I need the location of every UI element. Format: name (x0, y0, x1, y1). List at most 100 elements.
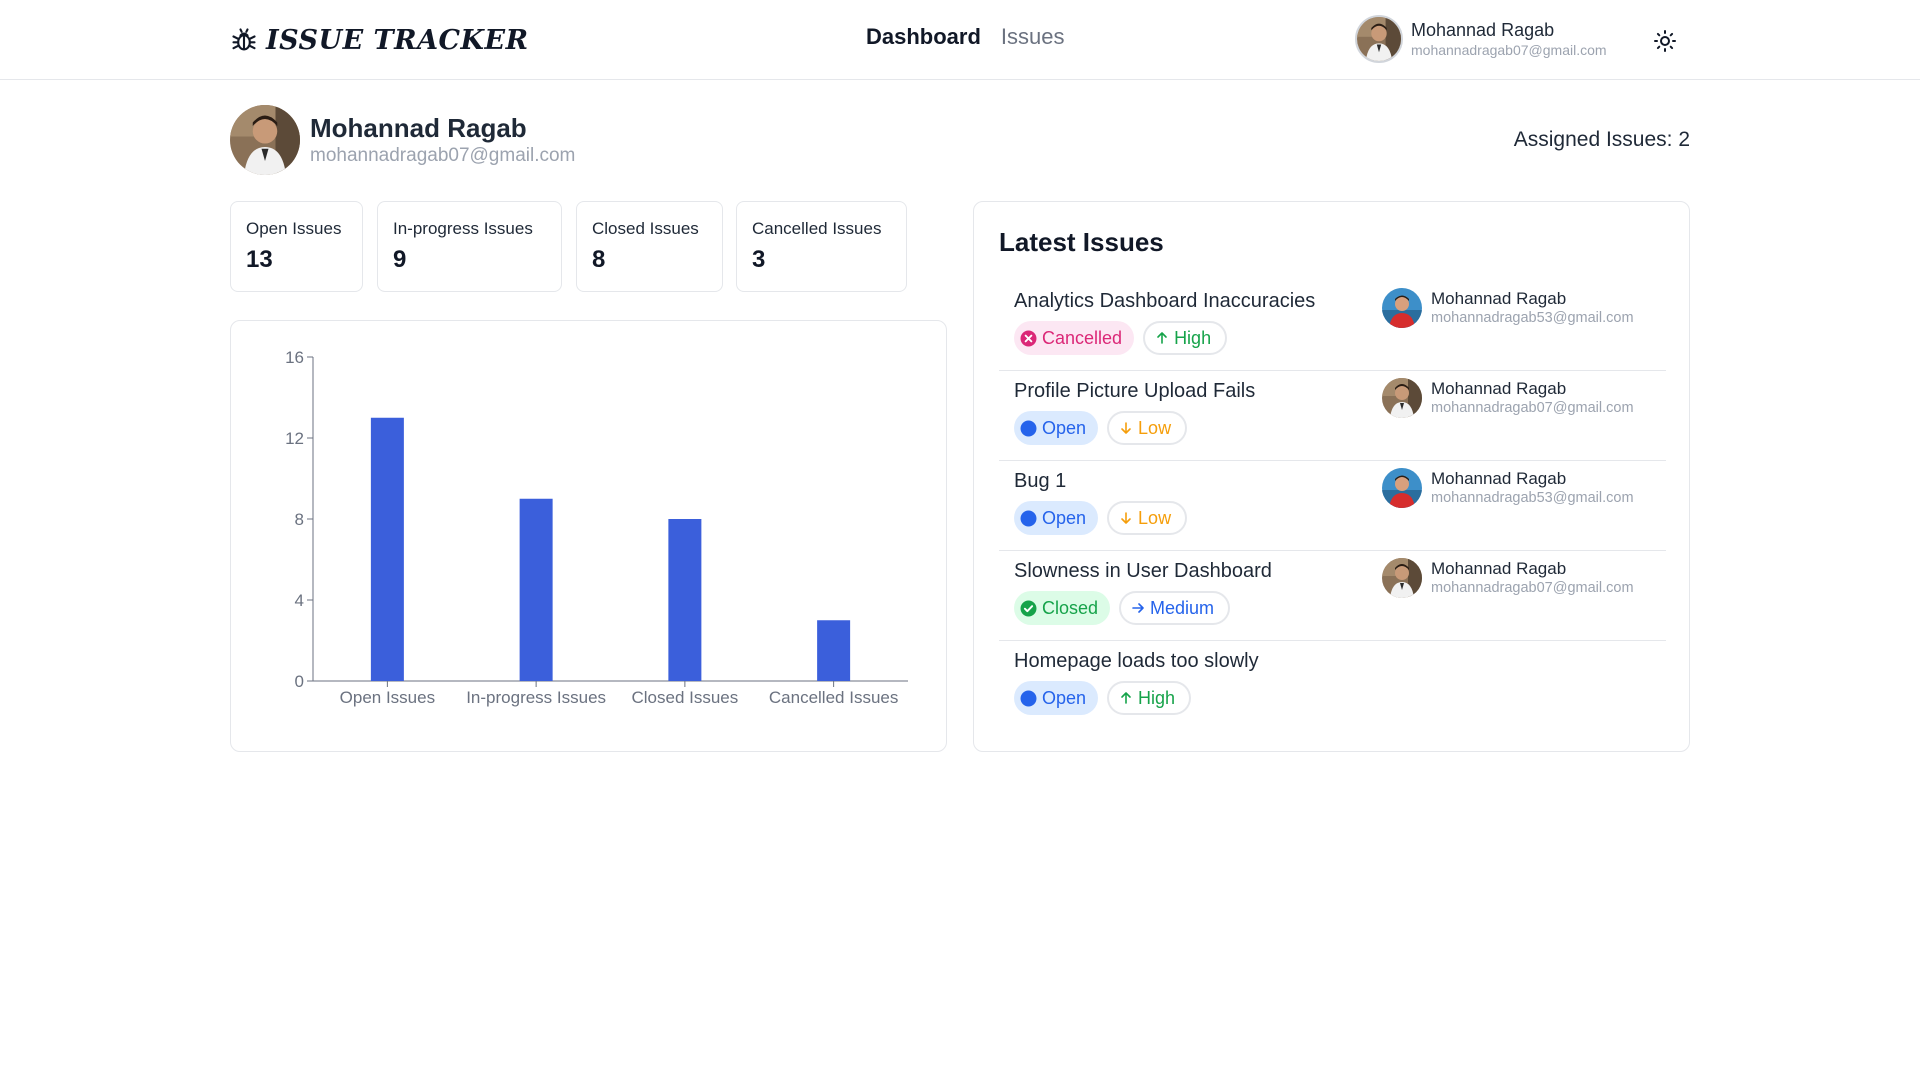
priority-badge: Low (1107, 501, 1188, 535)
issue-assignee: Mohannad Ragab mohannadragab53@gmail.com (1382, 288, 1634, 328)
stat-card-open[interactable]: Open Issues 13 (230, 201, 363, 292)
status-badge-label: Open (1042, 507, 1087, 528)
bar[interactable] (519, 498, 553, 681)
assignee-email: mohannadragab07@gmail.com (1431, 400, 1634, 416)
assignee-avatar (1382, 378, 1422, 418)
status-badge-label: Closed (1042, 597, 1099, 618)
assignee-email: mohannadragab53@gmail.com (1431, 490, 1634, 506)
y-tick-label: 16 (285, 348, 304, 367)
status-badge: Cancelled (1014, 321, 1135, 355)
priority-badge-label: Medium (1150, 597, 1215, 618)
priority-badge: High (1107, 681, 1192, 715)
y-tick-label: 4 (295, 591, 304, 610)
issue-badges: Open Low (1014, 411, 1188, 445)
issue-row: Analytics Dashboard Inaccuracies Cancelle… (999, 281, 1666, 371)
profile-name: Mohannad Ragab (310, 113, 527, 143)
arrow-down-icon (1121, 512, 1131, 524)
bar[interactable] (668, 519, 702, 681)
profile-avatar (230, 105, 300, 175)
x-tick-label: In-progress Issues (466, 688, 606, 707)
main-nav: Dashboard Issues (866, 24, 1065, 50)
priority-badge-label: High (1174, 327, 1212, 348)
sun-icon (1654, 30, 1676, 52)
bug-icon (232, 28, 256, 51)
status-badge: Open (1014, 681, 1099, 715)
assignee-avatar (1382, 468, 1422, 508)
check-circle-icon (1020, 600, 1037, 616)
issue-title-link[interactable]: Analytics Dashboard Inaccuracies (1014, 290, 1316, 312)
assignee-name: Mohannad Ragab (1431, 559, 1567, 578)
issue-badges: Cancelled High (1014, 321, 1228, 355)
arrow-up-icon (1157, 332, 1167, 344)
status-badge-label: Cancelled (1042, 327, 1123, 348)
profile-summary: Mohannad Ragab mohannadragab07@gmail.com (230, 105, 575, 175)
priority-badge: Medium (1119, 591, 1231, 625)
dot-icon (1020, 510, 1037, 526)
user-menu-name: Mohannad Ragab (1411, 20, 1555, 40)
y-tick-label: 8 (295, 510, 304, 529)
stat-value: 13 (246, 246, 273, 273)
stat-card-cancelled[interactable]: Cancelled Issues 3 (736, 201, 907, 292)
latest-issues-panel: Latest Issues Analytics Dashboard Inaccu… (973, 201, 1690, 752)
nav-dashboard[interactable]: Dashboard (866, 24, 981, 49)
arrow-right-icon (1132, 603, 1144, 613)
stat-value: 3 (752, 246, 766, 273)
logo[interactable]: ISSUE TRACKER (230, 20, 529, 60)
status-badge: Closed (1014, 591, 1111, 625)
nav-issues[interactable]: Issues (1000, 24, 1065, 49)
status-badge-label: Open (1042, 687, 1087, 708)
latest-issues-title: Latest Issues (999, 227, 1164, 257)
assignee-name: Mohannad Ragab (1431, 379, 1567, 398)
issue-assignee: Mohannad Ragab mohannadragab53@gmail.com (1382, 468, 1634, 508)
logo-text: ISSUE TRACKER (266, 24, 529, 56)
assignee-avatar (1382, 558, 1422, 598)
priority-badge-label: Low (1138, 507, 1172, 528)
bar[interactable] (370, 417, 404, 681)
theme-toggle-button[interactable] (1652, 28, 1678, 54)
stat-value: 8 (592, 246, 606, 273)
priority-badge-label: Low (1138, 417, 1172, 438)
assignee-avatar (1382, 288, 1422, 328)
priority-badge-label: High (1138, 687, 1176, 708)
issues-bar-chart: 0 4 8 12 16 Open Issues In-progress Issues Clos… (230, 320, 947, 752)
top-navbar: ISSUE TRACKER Dashboard Issues Mohannad … (0, 0, 1920, 80)
assignee-email: mohannadragab53@gmail.com (1431, 310, 1634, 326)
x-tick-label: Cancelled Issues (769, 688, 898, 707)
issue-row: Bug 1 Open Low Mohannad Ragab mohannadragab5… (999, 461, 1666, 551)
stat-label: Cancelled Issues (752, 219, 882, 238)
arrow-down-icon (1121, 422, 1131, 434)
priority-badge: Low (1107, 411, 1188, 445)
user-menu-email: mohannadragab07@gmail.com (1411, 42, 1607, 58)
issue-badges: Open High (1014, 681, 1192, 715)
stat-label: Open Issues (246, 219, 342, 238)
y-tick-label: 0 (295, 672, 304, 691)
issue-title-link[interactable]: Homepage loads too slowly (1014, 650, 1259, 672)
status-badge: Open (1014, 501, 1099, 535)
issue-title-link[interactable]: Profile Picture Upload Fails (1014, 380, 1256, 402)
issue-row: Profile Picture Upload Fails Open Low Mohan… (999, 371, 1666, 461)
y-tick-label: 12 (285, 429, 304, 448)
dot-icon (1020, 690, 1037, 706)
profile-email: mohannadragab07@gmail.com (310, 145, 576, 166)
x-tick-label: Closed Issues (631, 688, 738, 707)
assigned-issues-count: Assigned Issues: 2 (1513, 128, 1690, 151)
issue-title-link[interactable]: Bug 1 (1014, 470, 1067, 492)
issue-row: Slowness in User Dashboard Closed Medium Mo… (999, 551, 1666, 641)
status-badge-label: Open (1042, 417, 1087, 438)
user-menu[interactable]: Mohannad Ragab mohannadragab07@gmail.com (1355, 15, 1607, 63)
user-avatar (1355, 15, 1403, 63)
priority-badge: High (1143, 321, 1228, 355)
bar[interactable] (817, 620, 851, 681)
stat-card-in-progress[interactable]: In-progress Issues 9 (377, 201, 562, 292)
assignee-email: mohannadragab07@gmail.com (1431, 580, 1634, 596)
issue-assignee: Mohannad Ragab mohannadragab07@gmail.com (1382, 558, 1634, 598)
bar-chart-svg: 0 4 8 12 16 Open Issues In-progress Issues Clos… (285, 348, 908, 707)
issue-badges: Closed Medium (1014, 591, 1231, 625)
stat-card-closed[interactable]: Closed Issues 8 (576, 201, 723, 292)
stat-value: 9 (393, 246, 407, 273)
issue-badges: Open Low (1014, 501, 1188, 535)
issue-row: Homepage loads too slowly Open High (999, 641, 1666, 731)
x-circle-icon (1020, 330, 1037, 346)
issue-title-link[interactable]: Slowness in User Dashboard (1014, 560, 1272, 582)
dot-icon (1020, 420, 1037, 436)
